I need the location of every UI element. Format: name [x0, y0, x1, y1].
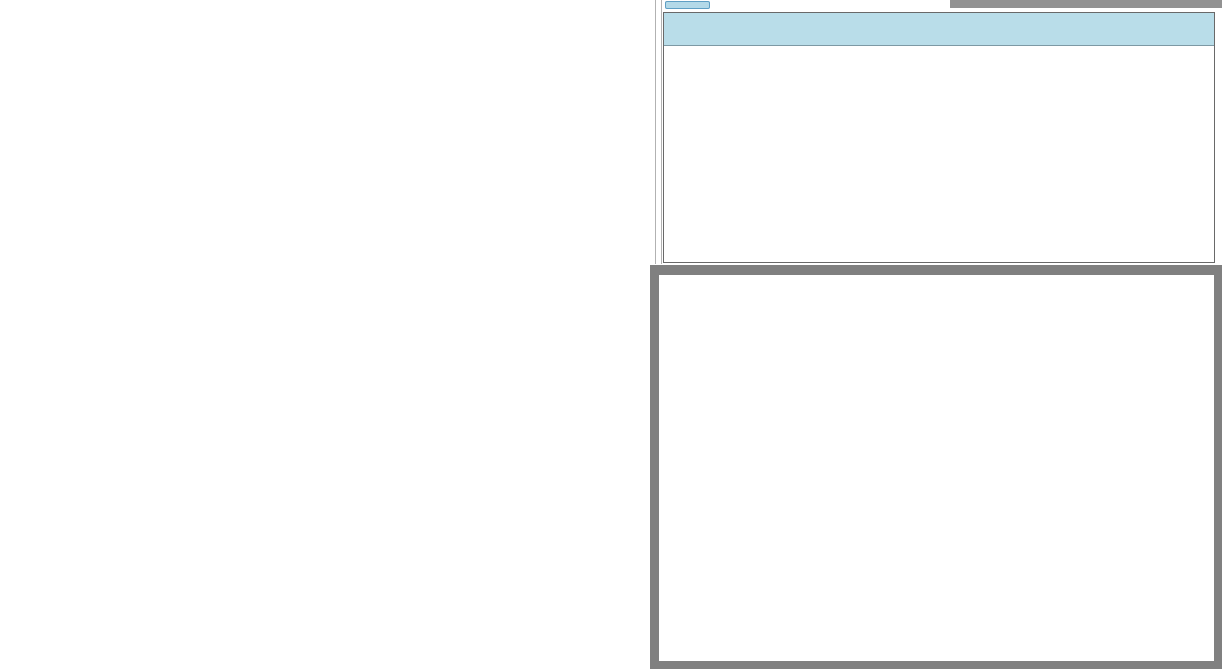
- scrollbar-track[interactable]: [950, 0, 1222, 8]
- subnetwork-svg: [659, 275, 1214, 661]
- subnetwork-canvas[interactable]: [659, 275, 1214, 661]
- overview-network-svg: [0, 0, 650, 669]
- table-header-row: [664, 13, 1214, 46]
- splitter-line[interactable]: [661, 0, 662, 264]
- data-table-panel: [650, 0, 1222, 264]
- attribute-table: [663, 12, 1215, 263]
- splitter-line[interactable]: [655, 0, 656, 264]
- subnetwork-panel: [650, 265, 1222, 669]
- overview-network-canvas[interactable]: [0, 0, 650, 669]
- scrollbar-thumb[interactable]: [665, 1, 710, 9]
